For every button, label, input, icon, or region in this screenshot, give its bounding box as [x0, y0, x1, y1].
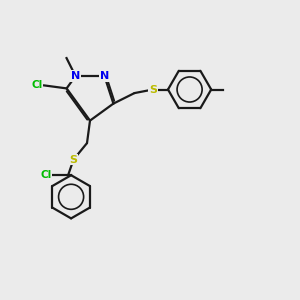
Text: S: S: [149, 85, 157, 94]
Text: Cl: Cl: [32, 80, 43, 90]
Text: N: N: [71, 71, 80, 81]
Text: N: N: [100, 71, 109, 81]
Text: Cl: Cl: [40, 170, 52, 180]
Text: S: S: [70, 154, 77, 165]
